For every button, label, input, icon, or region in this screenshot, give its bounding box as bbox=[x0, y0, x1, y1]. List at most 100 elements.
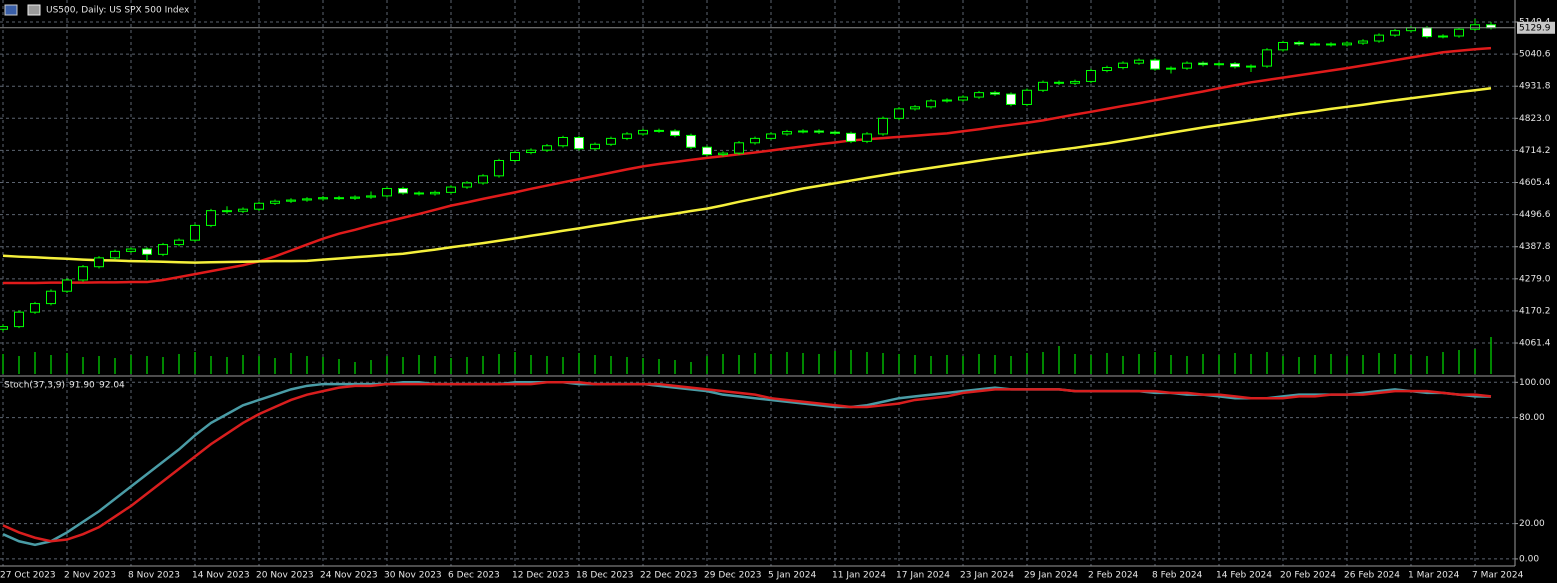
candle-body bbox=[62, 279, 72, 292]
candle-body bbox=[750, 137, 760, 144]
candle-body bbox=[446, 186, 456, 193]
candle-body bbox=[814, 130, 824, 133]
candle-body bbox=[0, 326, 8, 330]
candle-body bbox=[478, 175, 488, 184]
candle-body bbox=[686, 134, 696, 148]
plot-area bbox=[0, 18, 1515, 547]
candle-body bbox=[1198, 62, 1208, 66]
x-tick-label: 26 Feb 2024 bbox=[1344, 571, 1400, 581]
candle-body bbox=[1038, 81, 1048, 91]
x-tick-label: 14 Nov 2023 bbox=[192, 571, 250, 581]
candle-body bbox=[638, 129, 648, 135]
x-tick-label: 5 Jan 2024 bbox=[768, 571, 816, 581]
x-tick-label: 29 Dec 2023 bbox=[704, 571, 762, 581]
candle-body bbox=[1070, 80, 1080, 84]
candle-body bbox=[1422, 27, 1432, 38]
candle-body bbox=[158, 244, 168, 255]
candle-body bbox=[1086, 70, 1096, 82]
candle-body bbox=[1182, 62, 1192, 69]
candle-body bbox=[414, 192, 424, 195]
candle-body bbox=[1006, 93, 1016, 105]
candle-body bbox=[270, 200, 280, 204]
candle-body bbox=[430, 191, 440, 195]
candle-body bbox=[942, 99, 952, 102]
candle-body bbox=[1294, 41, 1304, 45]
x-tick-label: 1 Mar 2024 bbox=[1408, 571, 1460, 581]
icon[interactable] bbox=[4, 4, 18, 16]
candle-body bbox=[766, 133, 776, 139]
candle-body bbox=[1166, 67, 1176, 70]
candle-body bbox=[590, 143, 600, 150]
candle-body bbox=[558, 136, 568, 147]
candle-body bbox=[670, 130, 680, 136]
candle-body bbox=[974, 92, 984, 98]
candle-body bbox=[1054, 81, 1064, 84]
candle-body bbox=[862, 133, 872, 142]
moving-average bbox=[2, 86, 1492, 264]
candle-body bbox=[30, 303, 40, 313]
y-tick-label: 4496.6 bbox=[1519, 210, 1551, 220]
x-tick-label: 11 Jan 2024 bbox=[832, 571, 886, 581]
indicator-value: 91.90 bbox=[69, 381, 95, 391]
candle-body bbox=[958, 96, 968, 101]
x-tick-label: 23 Jan 2024 bbox=[960, 571, 1014, 581]
candle-body bbox=[1246, 65, 1256, 68]
candle-body bbox=[1310, 43, 1320, 46]
candle-body bbox=[350, 196, 360, 199]
candle-body bbox=[366, 195, 376, 198]
candle-body bbox=[702, 146, 712, 156]
candle-body bbox=[1230, 63, 1240, 68]
x-tick-label: 27 Oct 2023 bbox=[0, 571, 56, 581]
y-tick-label: 4170.2 bbox=[1519, 306, 1551, 316]
x-tick-label: 2 Feb 2024 bbox=[1088, 571, 1139, 581]
candle-body bbox=[606, 137, 616, 145]
x-tick-label: 8 Feb 2024 bbox=[1152, 571, 1203, 581]
candle-body bbox=[222, 210, 232, 213]
candle-body bbox=[254, 202, 264, 210]
candle-body bbox=[542, 145, 552, 151]
candle-body bbox=[334, 197, 344, 200]
candle-body bbox=[894, 108, 904, 119]
line bbox=[2, 381, 1492, 543]
candle-body bbox=[110, 250, 120, 259]
candle-body bbox=[718, 152, 728, 156]
x-tick-label: 22 Dec 2023 bbox=[640, 571, 698, 581]
candle-body bbox=[14, 311, 24, 328]
x-tick-label: 2 Nov 2023 bbox=[64, 571, 116, 581]
candle-body bbox=[1374, 34, 1384, 42]
y-tick-label: 100.00 bbox=[1519, 378, 1551, 388]
moving-average bbox=[3, 46, 1492, 285]
candle-body bbox=[1278, 41, 1288, 51]
candle-body bbox=[734, 142, 744, 154]
x-tick-label: 7 Mar 2024 bbox=[1472, 571, 1524, 581]
price-label-box bbox=[1517, 21, 1555, 34]
y-tick-label: 4061.4 bbox=[1519, 339, 1551, 349]
y-tick-label: 5040.6 bbox=[1519, 50, 1551, 60]
candle-body bbox=[398, 188, 408, 194]
x-tick-label: 6 Dec 2023 bbox=[448, 571, 500, 581]
candle-body bbox=[382, 188, 392, 197]
candle-body bbox=[878, 117, 888, 135]
candle-body bbox=[654, 129, 664, 132]
y-tick-label: 80.00 bbox=[1519, 413, 1545, 423]
candle-body bbox=[46, 290, 56, 305]
y-tick-label: 4279.0 bbox=[1519, 274, 1551, 284]
candle-body bbox=[238, 208, 248, 212]
candle-body bbox=[1118, 62, 1128, 69]
candle-body bbox=[142, 248, 152, 255]
y-tick-label: 0.00 bbox=[1519, 554, 1539, 564]
candle-body bbox=[782, 131, 792, 135]
candle-body bbox=[1150, 59, 1160, 70]
candle-body bbox=[94, 257, 104, 268]
candle-body bbox=[1358, 40, 1368, 44]
candle-body bbox=[462, 182, 472, 188]
icon[interactable] bbox=[27, 4, 41, 16]
candle-body bbox=[286, 199, 296, 202]
price-label: 5129.9 bbox=[1519, 23, 1551, 33]
candle-body bbox=[174, 239, 184, 246]
indicator-value: 92.04 bbox=[99, 381, 125, 391]
x-tick-label: 12 Dec 2023 bbox=[512, 571, 570, 581]
